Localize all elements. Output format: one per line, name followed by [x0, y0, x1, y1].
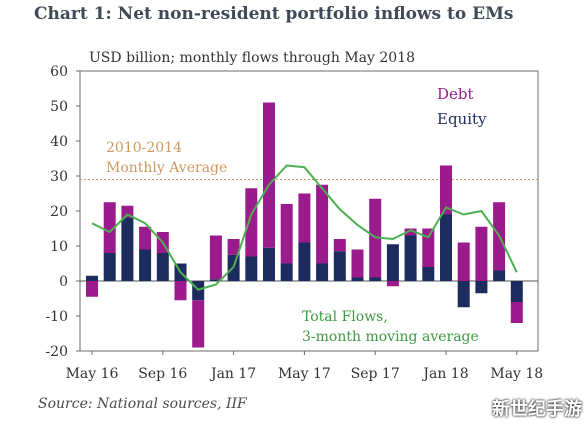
- debt-bar: [280, 204, 293, 264]
- watermark-logo: 新世纪手游: [492, 399, 582, 420]
- equity-bar: [316, 263, 329, 281]
- equity-bar: [280, 263, 293, 281]
- line-annotation-line2: 3-month moving average: [302, 329, 479, 345]
- equity-bar: [510, 281, 523, 302]
- debt-bar: [298, 193, 311, 243]
- debt-bar: [192, 300, 205, 348]
- equity-bar: [86, 275, 98, 281]
- y-tick-label: 40: [50, 134, 68, 150]
- x-axis: May 16 Sep 16 Jan 17 May 17 Sep 17 Jan 18 May …: [66, 351, 543, 382]
- debt-bar: [440, 165, 452, 215]
- debt-bar: [457, 242, 470, 281]
- bars-group: [86, 102, 523, 348]
- legend-equity: Equity: [437, 110, 487, 128]
- y-tick-label: 10: [50, 239, 68, 255]
- equity-bar: [156, 253, 169, 281]
- debt-bar: [475, 226, 488, 281]
- x-tick-label: May 18: [490, 366, 543, 382]
- equity-bar: [493, 270, 506, 281]
- equity-bar: [440, 214, 452, 281]
- line-annotation-line1: Total Flows,: [302, 309, 388, 325]
- equity-bar: [121, 218, 134, 281]
- equity-bar: [245, 256, 258, 281]
- debt-bar: [333, 239, 346, 252]
- y-tick-label: 30: [50, 169, 68, 185]
- debt-bar: [316, 184, 329, 264]
- debt-bar: [386, 281, 399, 287]
- x-tick-label: May 16: [66, 366, 119, 382]
- y-tick-label: -20: [45, 344, 68, 360]
- chart-subtitle: USD billion; monthly flows through May 2…: [89, 50, 415, 66]
- source-note: Source: National sources, IIF: [38, 396, 247, 412]
- equity-bar: [139, 249, 152, 281]
- y-tick-label: 0: [59, 274, 68, 290]
- debt-bar: [263, 102, 275, 248]
- debt-bar: [227, 239, 240, 255]
- equity-bar: [369, 277, 382, 281]
- equity-bar: [404, 235, 417, 281]
- equity-bar: [475, 281, 488, 294]
- y-tick-label: 20: [50, 204, 68, 220]
- equity-bar: [103, 253, 116, 281]
- moving-average-line: [91, 164, 518, 291]
- equity-bar: [422, 267, 435, 281]
- legend-debt: Debt: [437, 85, 474, 103]
- equity-bar: [386, 244, 399, 281]
- debt-bar: [86, 281, 98, 297]
- x-tick-label: Sep 17: [351, 366, 400, 382]
- debt-bar: [139, 226, 152, 250]
- chart-title: Chart 1: Net non-resident portfolio infl…: [34, 4, 514, 24]
- y-tick-label: -10: [45, 309, 68, 325]
- debt-bar: [103, 202, 116, 253]
- x-tick-label: May 17: [278, 366, 331, 382]
- equity-bar: [209, 279, 222, 281]
- debt-bar: [422, 228, 435, 267]
- debt-bar: [510, 302, 523, 323]
- y-tick-label: 50: [50, 99, 68, 115]
- x-tick-label: Jan 18: [421, 366, 468, 382]
- equity-bar: [351, 277, 364, 281]
- y-tick-label: 60: [50, 64, 68, 80]
- debt-bar: [209, 235, 222, 280]
- equity-bar: [457, 281, 470, 308]
- debt-bar: [351, 249, 364, 278]
- x-tick-label: Sep 16: [138, 366, 187, 382]
- equity-bar: [263, 247, 275, 281]
- reference-label-line2: Monthly Average: [106, 160, 227, 176]
- reference-label-line1: 2010-2014: [106, 140, 182, 156]
- equity-bar: [298, 242, 311, 281]
- equity-bar: [333, 251, 346, 281]
- debt-bar: [245, 188, 258, 257]
- debt-bar: [121, 205, 134, 218]
- x-tick-label: Jan 17: [209, 366, 256, 382]
- y-axis: -20 -10 0 10 20 30 40 50 60: [45, 64, 80, 360]
- debt-bar: [404, 228, 417, 236]
- debt-bar: [174, 281, 187, 301]
